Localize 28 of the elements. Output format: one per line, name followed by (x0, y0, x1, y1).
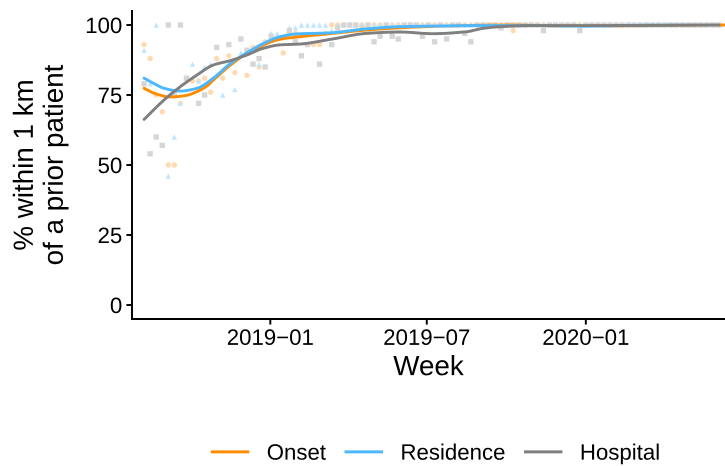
point (160, 109, 165, 114)
x-tick-label: 2020−01 (543, 329, 628, 346)
point (141, 42, 147, 48)
y-axis-title: % within 1 km of a prior patient (12, 64, 69, 264)
y-tick-label: 100 (86, 18, 122, 34)
point (166, 162, 171, 168)
y-tick-label: 50 (98, 158, 122, 174)
x-tick-label: 2019−01 (228, 329, 313, 346)
point (208, 90, 214, 95)
y-tick-label: 75 (98, 88, 122, 104)
point (172, 162, 178, 168)
point (510, 28, 516, 34)
point (147, 56, 153, 62)
x-axis-title: Week (393, 354, 464, 376)
legend-label: Residence (402, 444, 504, 460)
point (214, 56, 220, 62)
point (202, 76, 208, 81)
y-tick-label: 25 (98, 228, 122, 244)
point (280, 50, 286, 56)
point (226, 53, 232, 58)
point (328, 22, 334, 28)
point (232, 70, 238, 76)
legend-label: Onset (268, 444, 326, 460)
point (244, 72, 250, 78)
legend-label: Hospital (582, 444, 659, 464)
y-tick-label: 0 (110, 298, 122, 314)
x-tick-label: 2019−07 (384, 329, 470, 346)
point (220, 76, 226, 81)
